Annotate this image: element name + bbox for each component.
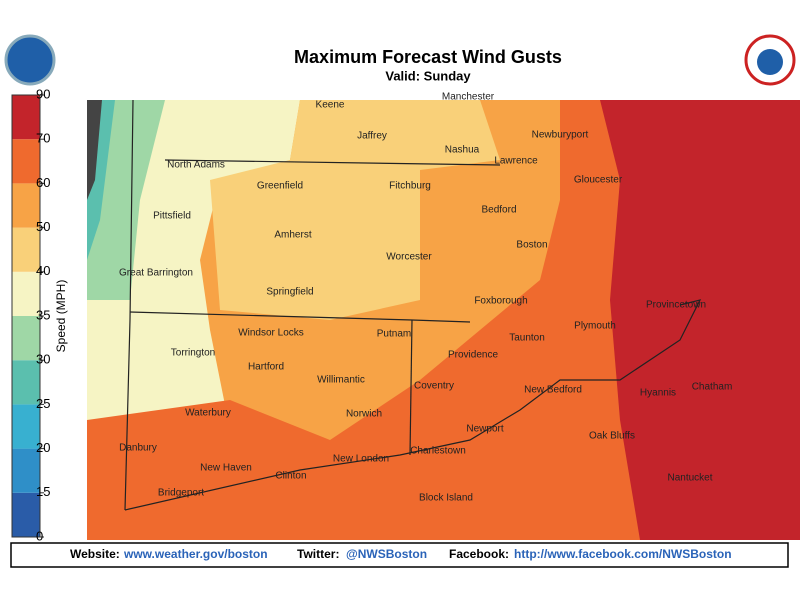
- city-label: Hartford: [248, 362, 284, 373]
- colorbar: 0 15 20 25 30 35 40 50 60 70 90: [11, 86, 50, 543]
- city-label: Springfield: [266, 287, 313, 298]
- city-label: Taunton: [509, 333, 545, 344]
- city-label: Pittsfield: [153, 211, 191, 222]
- city-label: Bedford: [481, 205, 516, 216]
- city-label: Jaffrey: [357, 131, 387, 142]
- region-nodata: [87, 100, 102, 200]
- city-label: Nashua: [445, 145, 480, 156]
- colorbar-band: [12, 139, 40, 184]
- city-label: Plymouth: [574, 321, 616, 332]
- region-mid: [210, 100, 500, 320]
- colorbar-tick-label: 15: [36, 484, 50, 499]
- state-border: [409, 319, 413, 456]
- colorbar-band: [12, 316, 40, 361]
- colorbar-tick-label: 20: [36, 440, 50, 455]
- coastline: [124, 299, 702, 511]
- footer-label: Website:: [70, 547, 120, 561]
- city-label: Worcester: [386, 252, 432, 263]
- city-label: Fitchburg: [389, 181, 431, 192]
- colorbar-tick-label: 40: [36, 263, 50, 278]
- city-label: Provincetown: [646, 300, 706, 311]
- title: Maximum Forecast Wind Gusts: [294, 47, 562, 67]
- city-label: Willimantic: [317, 375, 365, 386]
- colorbar-tick-label: 35: [36, 307, 50, 322]
- colorbar-band: [12, 183, 40, 228]
- colorbar-tick-label: 90: [36, 86, 50, 101]
- city-label: Chatham: [692, 382, 733, 393]
- subtitle: Valid: Sunday: [385, 68, 471, 83]
- city-label: Putnam: [377, 329, 411, 340]
- city-label: Windsor Locks: [238, 328, 304, 339]
- colorbar-band: [12, 448, 40, 493]
- city-label: Charlestown: [410, 446, 466, 457]
- colorbar-tick-label: 25: [36, 396, 50, 411]
- colorbar-band: [12, 227, 40, 272]
- footer-link[interactable]: @NWSBoston: [346, 547, 427, 561]
- city-label: New Haven: [200, 463, 252, 474]
- city-label: New London: [333, 454, 389, 465]
- colorbar-tick-label: 30: [36, 352, 50, 367]
- footer-box: [10, 542, 789, 568]
- city-label: Boston: [516, 240, 547, 251]
- colorbar-band: [12, 492, 40, 537]
- nws-logo-center: [757, 49, 783, 75]
- footer-link[interactable]: http://www.facebook.com/NWSBoston: [514, 547, 732, 561]
- city-label: Newburyport: [532, 130, 589, 141]
- colorbar-tick-label: 0: [36, 528, 43, 543]
- state-border: [164, 159, 501, 166]
- footer-label: Twitter:: [297, 547, 339, 561]
- colorbar-label: Speed (MPH): [54, 280, 68, 353]
- city-label: Norwich: [346, 409, 382, 420]
- city-label: Waterbury: [185, 408, 231, 419]
- state-border: [124, 99, 134, 511]
- map: Keene Manchester Jaffrey Newburyport Nashua N…: [87, 92, 800, 540]
- city-label: North Adams: [167, 160, 225, 171]
- city-label: Gloucester: [574, 175, 623, 186]
- footer-label: Facebook:: [449, 547, 509, 561]
- colorbar-band: [12, 271, 40, 316]
- city-label: Oak Bluffs: [589, 431, 635, 442]
- colorbar-tick-label: 60: [36, 175, 50, 190]
- city-label: Keene: [316, 100, 345, 111]
- city-label: Amherst: [274, 230, 311, 241]
- city-label: Providence: [448, 350, 498, 361]
- city-label: Clinton: [275, 471, 306, 482]
- city-label: Hyannis: [640, 388, 676, 399]
- colorbar-tick-label: 70: [36, 131, 50, 146]
- city-label: Block Island: [419, 493, 473, 504]
- city-label: Coventry: [414, 381, 454, 392]
- colorbar-band: [12, 360, 40, 405]
- colorbar-band: [12, 404, 40, 449]
- city-label: Manchester: [442, 92, 495, 103]
- city-label: New Bedford: [524, 385, 582, 396]
- city-label: Nantucket: [667, 473, 712, 484]
- city-label: Torrington: [171, 348, 215, 359]
- city-label: Greenfield: [257, 181, 303, 192]
- city-label: Foxborough: [474, 296, 527, 307]
- region-highest: [600, 100, 800, 540]
- city-label: Newport: [466, 424, 503, 435]
- footer-link[interactable]: www.weather.gov/boston: [123, 547, 268, 561]
- city-label: Great Barrington: [119, 268, 193, 279]
- city-label: Bridgeport: [158, 488, 204, 499]
- colorbar-band: [12, 95, 40, 140]
- colorbar-tick-label: 50: [36, 219, 50, 234]
- city-label: Danbury: [119, 443, 157, 454]
- city-label: Lawrence: [494, 156, 538, 167]
- noaa-logo: [4, 34, 56, 86]
